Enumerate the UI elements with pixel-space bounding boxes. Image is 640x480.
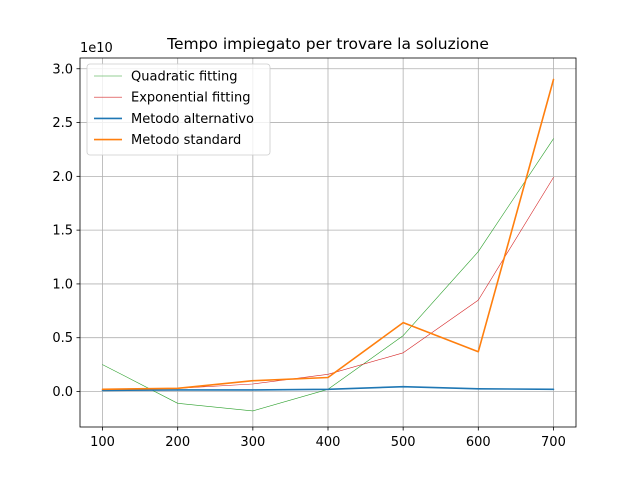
x-tick-label: 700	[541, 435, 566, 450]
series-line-metodo-alternativo	[101, 385, 555, 392]
x-tick-label: 500	[391, 435, 416, 450]
y-tick-label: 2.5	[52, 116, 73, 131]
y-axis-multiplier: 1e10	[80, 41, 113, 56]
x-tick-label: 600	[466, 435, 491, 450]
legend: Quadratic fitting Exponential fitting Meto…	[86, 63, 271, 156]
x-tick-label: 400	[316, 435, 341, 450]
legend-box	[86, 63, 271, 156]
chart-title: Tempo impiegato per trovare la soluzione	[166, 35, 489, 53]
x-tick-label: 100	[90, 435, 115, 450]
legend-label: Quadratic fitting	[131, 70, 237, 85]
y-tick-label: 0.5	[52, 331, 73, 346]
y-tick-label: 2.0	[52, 170, 73, 185]
y-tick-label: 3.0	[52, 62, 73, 77]
y-tick-label: 1.5	[52, 224, 73, 239]
legend-label: Metodo alternativo	[131, 112, 254, 127]
axis-ticks: 100 200 300 400 500 600 700 0.0 0.5 1.0 1.5 2.0 2.5 3…	[52, 62, 566, 450]
series-line-metodo-standard	[101, 78, 555, 391]
x-tick-label: 200	[165, 435, 190, 450]
y-tick-label: 1.0	[52, 277, 73, 292]
series-lines	[101, 78, 555, 412]
legend-label: Metodo standard	[131, 133, 241, 148]
x-tick-label: 300	[240, 435, 265, 450]
legend-label: Exponential fitting	[131, 91, 251, 106]
y-tick-label: 0.0	[52, 385, 73, 400]
